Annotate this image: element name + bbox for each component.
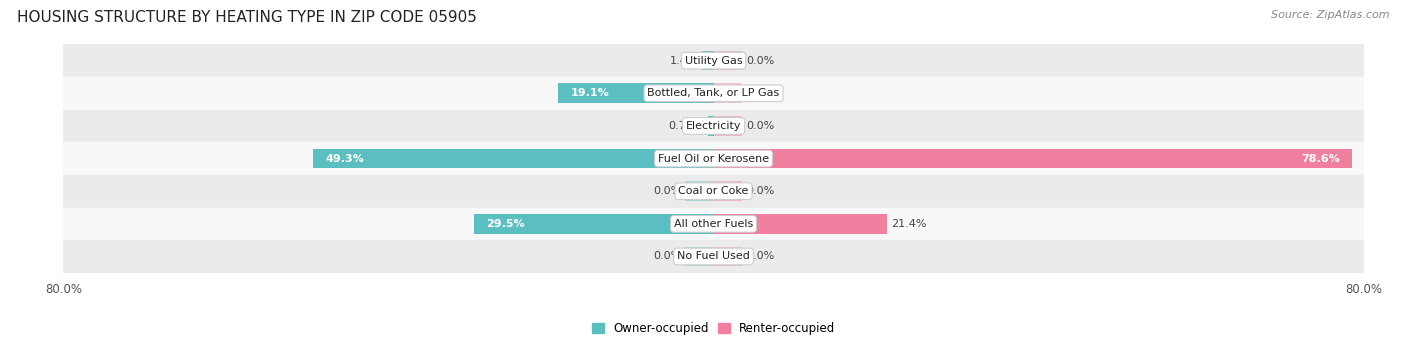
Bar xyxy=(685,181,713,201)
Text: 0.0%: 0.0% xyxy=(652,186,681,196)
Bar xyxy=(474,214,713,234)
Text: 0.0%: 0.0% xyxy=(747,56,775,66)
Text: 49.3%: 49.3% xyxy=(325,153,364,164)
Bar xyxy=(63,142,1364,175)
Text: 21.4%: 21.4% xyxy=(891,219,927,229)
Bar xyxy=(63,175,1364,208)
Text: Utility Gas: Utility Gas xyxy=(685,56,742,66)
Text: 0.0%: 0.0% xyxy=(747,251,775,262)
Bar xyxy=(713,51,742,71)
Text: 0.71%: 0.71% xyxy=(668,121,704,131)
Text: 1.4%: 1.4% xyxy=(669,56,699,66)
Bar xyxy=(707,116,713,136)
Legend: Owner-occupied, Renter-occupied: Owner-occupied, Renter-occupied xyxy=(586,317,841,340)
Text: 78.6%: 78.6% xyxy=(1302,153,1340,164)
Bar xyxy=(63,44,1364,77)
Bar xyxy=(713,84,742,103)
Bar xyxy=(713,247,742,266)
Bar xyxy=(713,214,887,234)
Text: All other Fuels: All other Fuels xyxy=(673,219,754,229)
Text: Coal or Coke: Coal or Coke xyxy=(678,186,749,196)
Text: Source: ZipAtlas.com: Source: ZipAtlas.com xyxy=(1271,10,1389,20)
Bar xyxy=(713,149,1353,168)
Text: Bottled, Tank, or LP Gas: Bottled, Tank, or LP Gas xyxy=(647,88,780,98)
Bar xyxy=(63,240,1364,273)
Text: Electricity: Electricity xyxy=(686,121,741,131)
Bar xyxy=(685,247,713,266)
Bar xyxy=(702,51,713,71)
Text: 0.0%: 0.0% xyxy=(747,88,775,98)
Text: 0.0%: 0.0% xyxy=(747,121,775,131)
Bar xyxy=(558,84,713,103)
Bar xyxy=(63,109,1364,142)
Text: Fuel Oil or Kerosene: Fuel Oil or Kerosene xyxy=(658,153,769,164)
Bar xyxy=(63,77,1364,109)
Text: 0.0%: 0.0% xyxy=(652,251,681,262)
Text: No Fuel Used: No Fuel Used xyxy=(678,251,749,262)
Bar xyxy=(63,208,1364,240)
Text: 19.1%: 19.1% xyxy=(571,88,609,98)
Bar xyxy=(312,149,713,168)
Bar xyxy=(713,116,742,136)
Text: HOUSING STRUCTURE BY HEATING TYPE IN ZIP CODE 05905: HOUSING STRUCTURE BY HEATING TYPE IN ZIP… xyxy=(17,10,477,25)
Bar xyxy=(713,181,742,201)
Text: 29.5%: 29.5% xyxy=(486,219,524,229)
Text: 0.0%: 0.0% xyxy=(747,186,775,196)
